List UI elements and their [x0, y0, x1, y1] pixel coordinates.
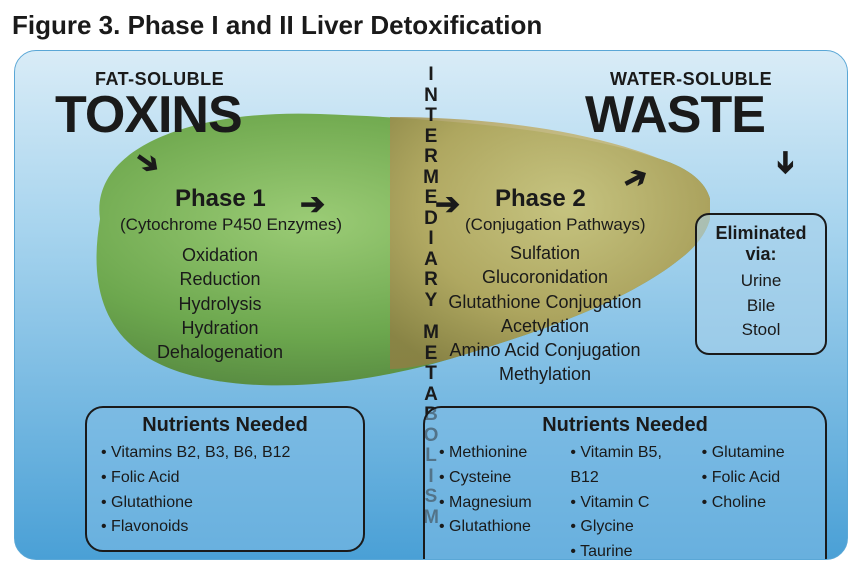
eliminated-box: Eliminated via: UrineBileStool	[695, 213, 827, 355]
arrow-phase2-waste: ➔	[616, 157, 655, 200]
phase2-label: Phase 2	[495, 185, 586, 213]
arrow-toxins-phase1: ➔	[127, 141, 168, 184]
left-large-heading: TOXINS	[55, 85, 242, 145]
nutrients-right-box: Nutrients Needed • Methionine• Cysteine•…	[423, 406, 827, 560]
phase2-processes: SulfationGlucoronidationGlutathione Conj…	[415, 241, 675, 387]
nutrients-right-title: Nutrients Needed	[439, 414, 811, 437]
phase2-sublabel: (Conjugation Pathways)	[465, 215, 645, 235]
phase1-processes: OxidationReductionHydrolysisHydrationDeh…	[105, 243, 335, 364]
phase1-label: Phase 1	[175, 185, 266, 213]
nutrients-right-list: • Methionine• Cysteine• Magnesium• Gluta…	[439, 441, 811, 560]
main-panel: INTERMEDIARYMETABOLISM FAT-SOLUBLE TOXIN…	[14, 50, 848, 560]
nutrients-left-box: Nutrients Needed • Vitamins B2, B3, B6, …	[85, 406, 365, 552]
nutrients-left-title: Nutrients Needed	[101, 414, 349, 437]
figure-title: Figure 3. Phase I and II Liver Detoxific…	[0, 0, 862, 49]
arrow-waste-elim: ➔	[768, 150, 803, 175]
nutrients-left-list: • Vitamins B2, B3, B6, B12• Folic Acid• …	[101, 441, 349, 540]
eliminated-list: UrineBileStool	[709, 269, 813, 343]
eliminated-title: Eliminated via:	[709, 223, 813, 265]
phase1-sublabel: (Cytochrome P450 Enzymes)	[120, 215, 342, 235]
right-large-heading: WASTE	[585, 85, 765, 145]
arrow-center-phase2: ➔	[435, 187, 460, 222]
